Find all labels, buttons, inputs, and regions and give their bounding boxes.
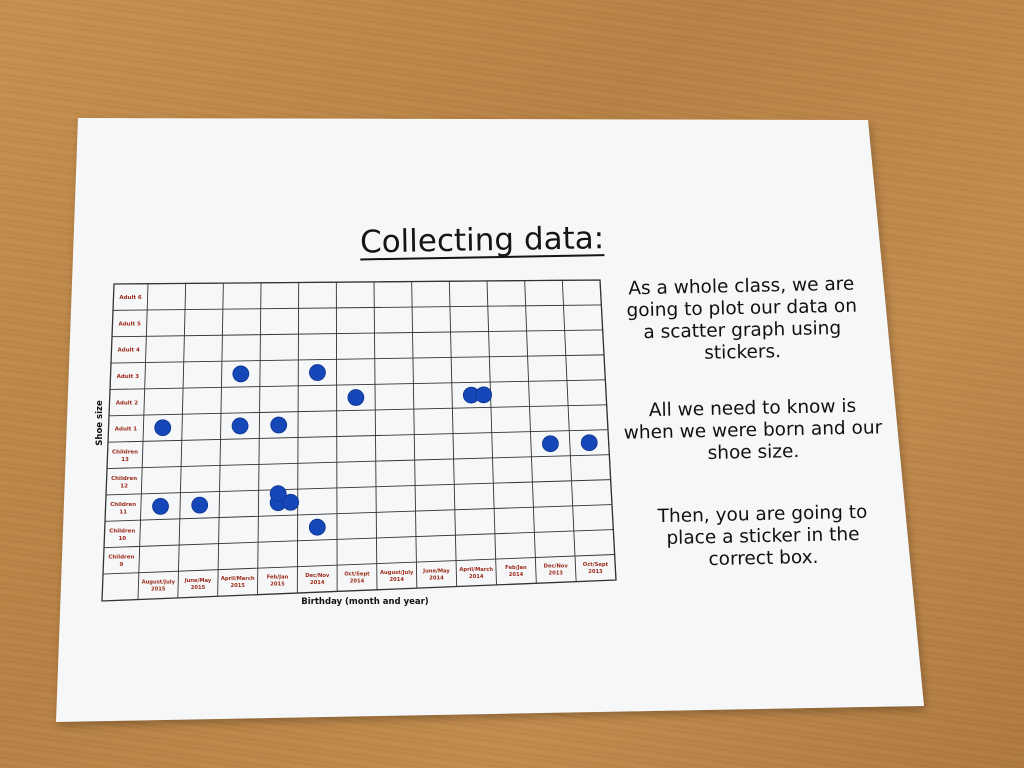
x-tick-label: August/July 2014	[380, 570, 414, 583]
y-tick-label: Adult 5	[118, 321, 141, 327]
sticker-point	[308, 518, 326, 536]
sticker-point	[282, 493, 300, 511]
x-tick-label: Oct/Sept 2014	[344, 571, 370, 584]
y-tick-label: Adult 3	[117, 374, 140, 380]
x-tick-label: Oct/Sept 2013	[583, 562, 609, 575]
y-tick-label: Children 11	[110, 502, 136, 516]
x-tick-label: June/May 2015	[184, 578, 212, 591]
sticker-point	[191, 496, 209, 514]
x-tick-label: April/March 2015	[221, 576, 255, 589]
y-tick-label: Children 9	[108, 555, 134, 569]
x-tick-label: August/July 2015	[142, 579, 176, 592]
grid-line-horizontal	[108, 404, 607, 417]
y-tick-label: Adult 4	[118, 348, 141, 354]
y-tick-label: Adult 2	[116, 400, 139, 406]
y-tick-label: Adult 6	[119, 295, 142, 301]
sticker-point	[154, 419, 172, 437]
sticker-point	[475, 386, 493, 404]
y-axis-title: Shoe size	[95, 400, 105, 446]
grid-line-vertical	[599, 279, 617, 581]
grid-line-horizontal	[110, 354, 605, 364]
sticker-point	[231, 417, 249, 435]
grid-line-horizontal	[107, 429, 608, 443]
sticker-point	[270, 416, 288, 434]
grid-line-horizontal	[109, 379, 606, 390]
sticker-point	[541, 435, 559, 453]
y-tick-label: Children 13	[112, 449, 138, 463]
grid-line-horizontal	[107, 454, 610, 470]
grid-line-horizontal	[104, 529, 614, 549]
grid-line-horizontal	[103, 554, 615, 575]
sticker-point	[232, 365, 250, 383]
grid-line-horizontal	[105, 504, 612, 522]
x-tick-label: Feb/Jan 2015	[267, 575, 289, 588]
grid-line-horizontal	[113, 279, 601, 285]
grid-line-horizontal	[112, 304, 602, 311]
sticker-point	[152, 497, 169, 515]
sticker-point	[309, 364, 326, 381]
y-tick-label: Children 10	[109, 528, 135, 542]
x-tick-label: April/March 2014	[459, 567, 493, 580]
x-tick-label: June/May 2014	[422, 568, 450, 581]
grid-line-horizontal	[106, 479, 611, 496]
sticker-point	[580, 434, 598, 452]
y-tick-label: Children 12	[111, 476, 137, 490]
x-axis-title: Birthday (month and year)	[301, 597, 429, 607]
sticker-point	[347, 389, 365, 406]
x-tick-label: Dec/Nov 2013	[544, 564, 569, 577]
grid-line-horizontal	[111, 329, 603, 338]
sticker-point	[269, 485, 287, 503]
x-tick-label: Feb/Jan 2014	[505, 565, 527, 578]
y-tick-label: Adult 1	[115, 427, 138, 433]
x-tick-label: Dec/Nov 2014	[305, 573, 330, 586]
